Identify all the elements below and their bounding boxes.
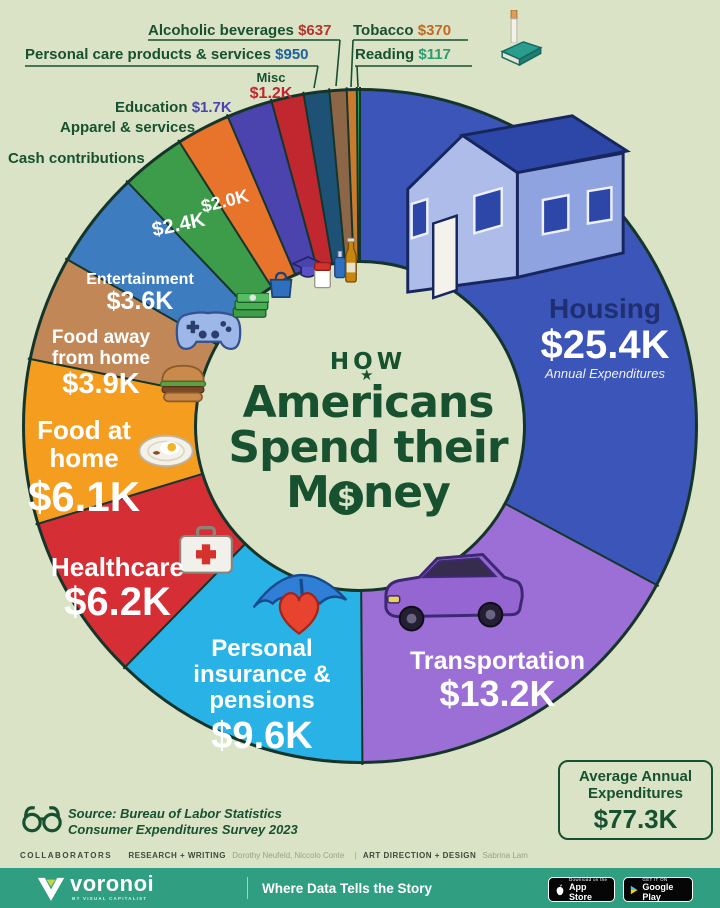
segment-label-transportation: Transportation $13.2K [409,647,585,714]
average-expenditures-value: $77.3K [593,804,678,834]
google-play-badge[interactable]: GET IT ON Google Play [623,877,693,902]
dollar-coin-icon: $ [328,480,363,515]
callout-misc: Misc $1.2K [249,70,293,102]
footer-divider [247,877,248,899]
segment-label-personal-insurance: Personal insurance & pensions $9.6K [193,635,331,757]
callout-education: Education $1.7K [115,99,232,116]
segment-label-healthcare: Healthcare $6.2K [51,552,184,625]
chart-title: HOW ★ Americans Spend their M $ ney [192,349,544,516]
callout-alcoholic-beverages: Alcoholic beverages $637 [148,22,332,39]
callout-personal-care: Personal care products & services $950 [25,46,309,63]
segment-label-food-at-home: Food at home $6.1K [27,415,141,521]
heart-icon [278,592,320,635]
voronoi-logo-icon [37,877,65,901]
segment-label-housing: Housing $25.4K Annual Expenditures [505,293,705,382]
title-line2: Spend their [228,421,508,473]
title-line3: M $ ney [286,466,451,518]
cigarette-icon [510,10,518,43]
source-note: Source: Bureau of Labor Statistics Consu… [22,802,298,839]
apple-icon [556,884,564,895]
google-play-icon [630,885,638,894]
breakfast-plate-icon [138,434,194,468]
house-icon [406,114,631,300]
segment-label-entertainment: Entertainment $3.6K [86,271,194,316]
housing-note: Annual Expenditures [545,366,665,382]
cash-stack-icon [232,293,269,318]
footer-brand: voronoi [70,871,155,896]
callout-reading: Reading $117 [355,46,451,63]
title-kicker: HOW [329,349,407,375]
beer-bottle-icon [345,237,357,283]
title-line1: Americans [242,377,495,428]
star-icon: ★ [360,366,374,384]
callout-cash-contributions: Cash contributions [8,150,145,167]
footer-tagline: Where Data Tells the Story [262,881,433,896]
footer-byline: BY VISUAL CAPITALIST [72,896,148,901]
segment-label-food-away: Food away from home $3.9K [51,327,151,401]
book-icon [500,41,543,66]
cigarette-pack-icon [314,262,331,289]
callout-apparel: Apparel & services [60,119,196,136]
collaborators-line: COLLABORATORS RESEARCH + WRITING Dorothy… [20,851,528,860]
app-store-badge[interactable]: Download on the App Store [548,877,615,902]
callout-tobacco: Tobacco $370 [353,22,452,39]
binoculars-icon [22,806,62,833]
suv-car-icon [384,552,524,632]
average-expenditures-box: Average Annual Expenditures $77.3K [558,760,713,840]
